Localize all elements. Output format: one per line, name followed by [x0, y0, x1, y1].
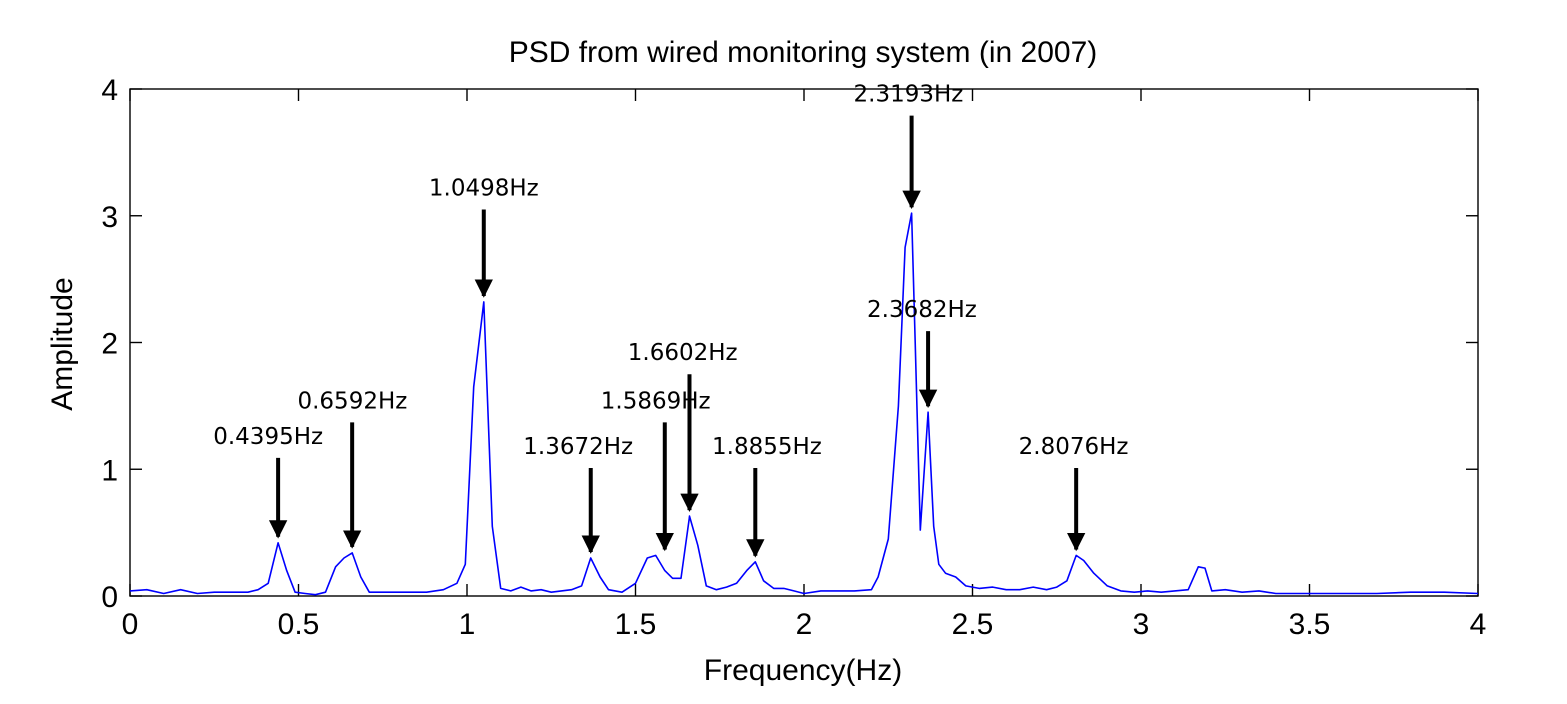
x-tick-label: 3.5 [1289, 608, 1331, 641]
peak-annotation-label: 1.3672Hz [523, 434, 633, 460]
plot-area: 0 0.5 1 1.5 2 2.5 3 3.5 4 0 1 2 3 4 0.4395Hz 0.6592Hz 1.… [101, 74, 1486, 641]
x-tick-label: 2.5 [952, 608, 994, 641]
x-tick-label: 1.5 [615, 608, 657, 641]
peak-annotation-label: 2.3682Hz [867, 297, 977, 323]
x-axis-label: Frequency(Hz) [704, 654, 902, 687]
x-tick-label: 0 [122, 608, 139, 641]
peak-annotation-label: 1.5869Hz [601, 388, 711, 414]
x-tick-label: 3 [1133, 608, 1150, 641]
x-tick-label: 2 [796, 608, 813, 641]
peak-annotation-label: 0.6592Hz [297, 388, 407, 414]
y-tick-label: 0 [101, 581, 118, 614]
y-tick-label: 1 [101, 454, 118, 487]
x-tick-label: 0.5 [278, 608, 320, 641]
plot-frame [129, 88, 1479, 597]
y-axis-label: Amplitude [46, 277, 79, 410]
y-tick-label: 3 [101, 201, 118, 234]
peak-annotation-label: 2.3193Hz [854, 82, 964, 108]
peak-annotation-label: 2.8076Hz [1019, 434, 1129, 460]
peak-annotation-label: 0.4395Hz [213, 424, 323, 450]
x-tick-label: 1 [459, 608, 476, 641]
peak-annotation-label: 1.6602Hz [628, 340, 738, 366]
y-tick-label: 4 [101, 74, 118, 107]
y-tick-label: 2 [101, 328, 118, 361]
chart-title: PSD from wired monitoring system (in 200… [509, 36, 1098, 69]
x-tick-label: 4 [1470, 608, 1487, 641]
peak-annotation-label: 1.8855Hz [712, 434, 822, 460]
psd-series-line [129, 212, 1479, 596]
peak-annotation-label: 1.0498Hz [429, 175, 539, 201]
